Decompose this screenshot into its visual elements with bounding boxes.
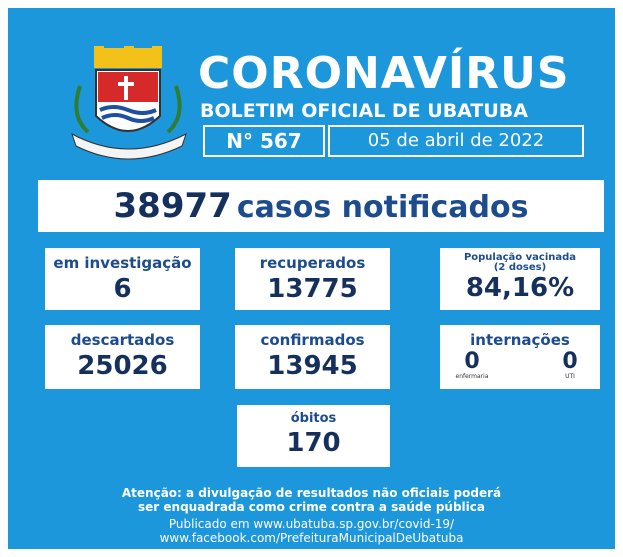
card-value: 13945 [267, 351, 358, 381]
card: População vacinada (2 doses) 84,16% [440, 248, 600, 310]
bulletin-date: 05 de abril de 2022 [328, 125, 584, 157]
sub-value: 0 [562, 349, 578, 374]
bulletin-number: N° 567 [203, 125, 325, 157]
card-label: descartados [70, 331, 175, 349]
sub-item: 0 UTI [550, 349, 590, 381]
card-label: confirmados [260, 331, 365, 349]
total-box: 38977 casos notificados [38, 180, 604, 232]
card-label: internações [470, 331, 570, 349]
card-value: 13775 [267, 274, 358, 304]
card: descartados 25026 [45, 325, 200, 389]
card: internações 0 enfermaria 0 UTI [440, 325, 600, 389]
crown [94, 48, 162, 68]
notice: ser enquadrada como crime contra a saúde… [138, 500, 485, 514]
card-label: recuperados [259, 254, 366, 272]
crown [124, 46, 134, 54]
bulletin: CORONAVÍRUS BOLETIM OFICIAL DE UBATUBA N… [8, 8, 615, 549]
card: óbitos 170 [237, 405, 390, 467]
sub-value: 0 [464, 349, 480, 374]
card-label: em investigação [53, 254, 192, 272]
card-value: 170 [286, 428, 341, 458]
published: Publicado em www.ubatuba.sp.gov.br/covid… [168, 517, 455, 531]
card-label: População vacinada [463, 252, 577, 263]
card: em investigação 6 [45, 248, 200, 310]
card-value: 6 [113, 274, 132, 304]
sub-label: enfermaria [455, 373, 489, 380]
cross [118, 76, 134, 100]
card-label: (2 doses) [493, 262, 547, 273]
sub-label: UTI [565, 373, 575, 380]
crown [94, 46, 104, 54]
sub-item: 0 enfermaria [452, 349, 492, 381]
title: CORONAVÍRUS [198, 48, 570, 99]
card-label: óbitos [290, 411, 337, 426]
card: confirmados 13945 [235, 325, 390, 389]
ribbon [71, 132, 187, 160]
published: www.facebook.com/PrefeituraMunicipalDeUb… [159, 531, 464, 545]
subtitle: BOLETIM OFICIAL DE UBATUBA [200, 100, 528, 122]
card-value: 84,16% [465, 273, 575, 303]
crown [152, 46, 162, 54]
waves [99, 105, 157, 123]
notice: Atenção: a divulgação de resultados não … [121, 486, 502, 500]
card-value: 25026 [77, 351, 168, 381]
coat-of-arms [71, 46, 187, 160]
branches [74, 85, 182, 134]
card: recuperados 13775 [235, 248, 390, 310]
total-value: 38977 [113, 186, 232, 226]
total-label: casos notificados [236, 190, 529, 225]
